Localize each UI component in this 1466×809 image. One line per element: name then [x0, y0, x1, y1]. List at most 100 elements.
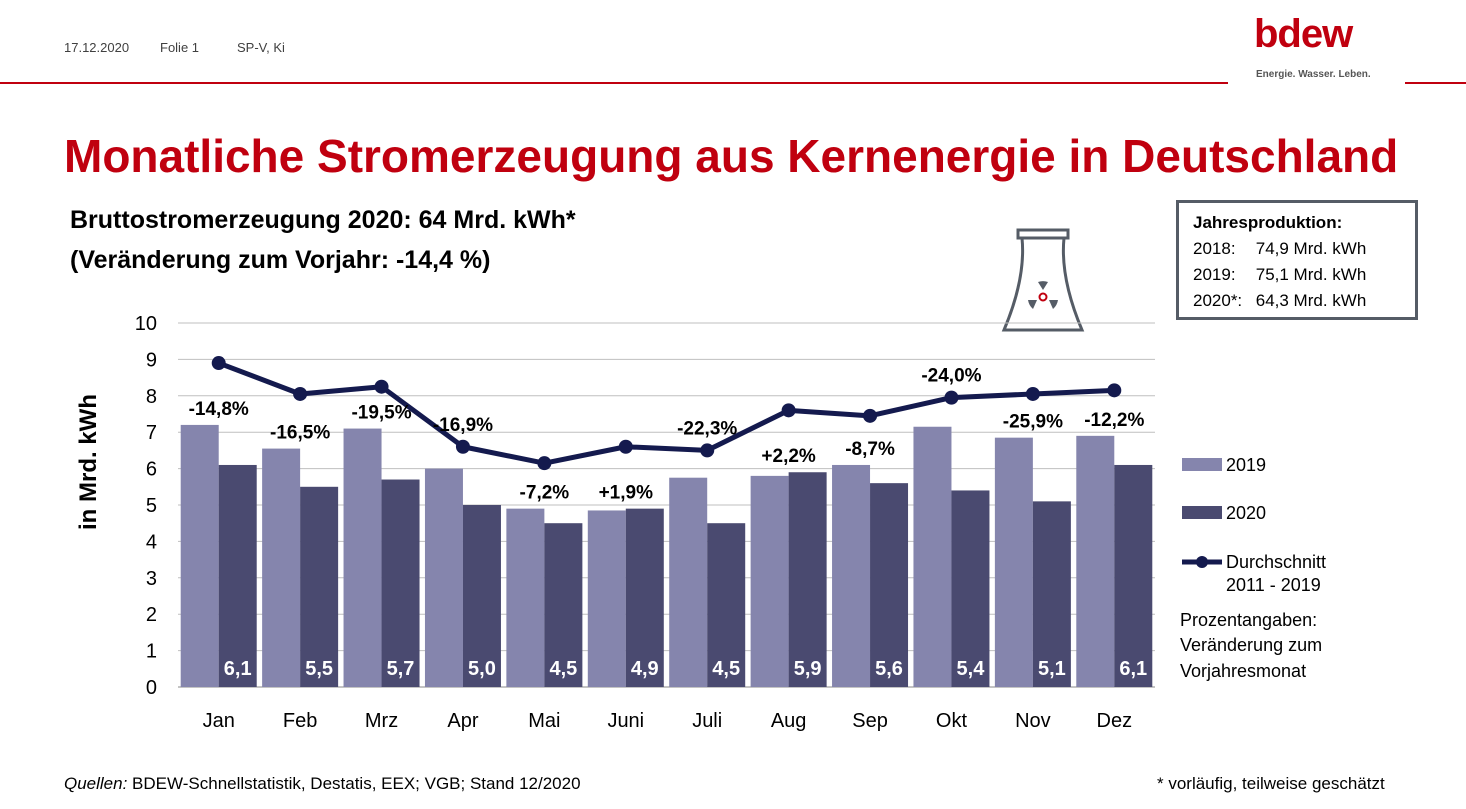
legend-label-average-period: 2011 - 2019: [1226, 575, 1321, 595]
header-slide-number: Folie 1: [160, 40, 200, 55]
x-tick-label: Mai: [528, 710, 560, 732]
row-value: 75,1 Mrd. kWh: [1255, 265, 1367, 284]
y-tick-label: 7: [146, 422, 157, 444]
y-axis-ticks: 0 1 2 3 4 5 6 7 8 9 10: [135, 313, 157, 699]
bar-2020: [300, 486, 339, 687]
percent-change-labels: -14,8% -16,5% -19,5% -16,9% -7,2% +1,9% -22,3%…: [189, 366, 1145, 504]
y-tick-label: 8: [146, 386, 157, 408]
bar-value-label: 5,6: [875, 658, 903, 680]
row-year: 2020*:: [1193, 291, 1243, 310]
bar-2019: [1076, 435, 1115, 687]
footnote: * vorläufig, teilweise geschätzt: [1157, 774, 1385, 793]
annual-production-heading: Jahresproduktion:: [1193, 213, 1343, 232]
bar-2019: [994, 437, 1033, 687]
y-tick-label: 5: [146, 495, 157, 517]
x-tick-label: Apr: [447, 710, 478, 732]
percent-change-label: -24,0%: [921, 366, 981, 387]
bar-2020: [707, 523, 746, 687]
x-tick-label: Feb: [283, 710, 317, 732]
bar-2020: [462, 505, 501, 687]
y-tick-label: 0: [146, 677, 157, 699]
y-tick-label: 2: [146, 604, 157, 626]
average-series-line: [217, 360, 1115, 466]
y-tick-label: 1: [146, 641, 157, 663]
chart-bars: [180, 424, 1153, 687]
bar-2019: [343, 428, 382, 687]
average-point: [537, 456, 552, 471]
y-tick-label: 6: [146, 459, 157, 481]
bar-value-label: 5,5: [305, 658, 333, 680]
header-date: 17.12.2020: [64, 40, 130, 55]
row-value: 74,9 Mrd. kWh: [1255, 239, 1367, 258]
legend-marker-average: [1196, 556, 1208, 568]
bar-2019: [180, 424, 219, 687]
bar-value-label: 5,7: [387, 658, 415, 680]
bar-value-label: 5,4: [957, 658, 986, 680]
annual-production-box: Jahresproduktion: 2018: 74,9 Mrd. kWh 20…: [1176, 200, 1418, 320]
legend-swatch-2019: [1182, 458, 1222, 471]
bar-value-label: 4,9: [631, 658, 659, 680]
header-rule-left: [0, 82, 1228, 84]
x-tick-label: Aug: [771, 710, 807, 732]
source-text: BDEW-Schnellstatistik, Destatis, EEX; VG…: [127, 774, 581, 793]
logo-tagline: Energie. Wasser. Leben.: [1256, 69, 1371, 80]
bar-2019: [262, 448, 301, 687]
bar-2020: [1114, 464, 1153, 687]
page-title: Monatliche Stromerzeugung aus Kernenergi…: [64, 130, 1399, 182]
percent-change-label: -8,7%: [845, 439, 895, 460]
bar-value-label: 5,9: [794, 658, 822, 680]
annual-production-row: 2019: 75,1 Mrd. kWh: [1193, 262, 1415, 288]
bar-value-label: 5,0: [468, 658, 496, 680]
average-point: [944, 390, 959, 405]
x-tick-label: Juli: [692, 710, 722, 732]
legend-note-line-1: Prozentangaben:: [1180, 610, 1317, 630]
percent-change-label: -25,9%: [1003, 412, 1063, 433]
average-point: [374, 379, 389, 394]
x-tick-label: Mrz: [365, 710, 398, 732]
bar-2019: [587, 510, 626, 687]
percent-change-label: +2,2%: [761, 446, 816, 467]
bar-2020: [788, 472, 827, 687]
nuclear-plant-icon: [1001, 228, 1085, 332]
bar-value-label: 5,1: [1038, 658, 1066, 680]
bar-value-label: 4,5: [549, 658, 577, 680]
source-note: Quellen: BDEW-Schnellstatistik, Destatis…: [64, 774, 581, 794]
percent-change-label: +1,9%: [599, 483, 654, 504]
annual-production-row: 2018: 74,9 Mrd. kWh: [1193, 236, 1415, 262]
average-point: [781, 403, 796, 418]
bar-2020: [870, 483, 909, 687]
percent-change-label: -14,8%: [189, 399, 249, 420]
bar-2019: [506, 508, 545, 687]
y-tick-label: 4: [146, 531, 157, 553]
legend-note-line-3: Vorjahresmonat: [1180, 661, 1306, 681]
source-label: Quellen:: [64, 774, 128, 793]
subtitle-line-2: (Veränderung zum Vorjahr: -14,4 %): [70, 246, 491, 274]
bar-value-labels: 6,1 5,5 5,7 5,0 4,5 4,9 4,5 5,9 5,6 5,4 5,1 6,1: [224, 658, 1147, 680]
legend-label-average: Durchschnitt: [1226, 552, 1326, 572]
average-point: [293, 386, 308, 401]
percent-change-label: -7,2%: [520, 483, 570, 504]
y-tick-label: 10: [135, 313, 157, 335]
annual-production-row: 2020*: 64,3 Mrd. kWh: [1193, 288, 1415, 314]
x-axis-labels: Jan Feb Mrz Apr Mai Juni Juli Aug Sep Okt Nov Dez: [203, 710, 1132, 732]
legend-label-2020: 2020: [1226, 503, 1266, 523]
bar-value-label: 6,1: [1119, 658, 1147, 680]
percent-change-label: -16,5%: [270, 423, 330, 444]
percent-change-label: -16,9%: [433, 415, 493, 436]
x-tick-label: Dez: [1097, 710, 1133, 732]
average-line: [211, 356, 1122, 471]
legend-swatch-2020: [1182, 506, 1222, 519]
row-year: 2019:: [1193, 265, 1236, 284]
y-tick-label: 9: [146, 349, 157, 371]
bar-2020: [381, 479, 420, 687]
bdew-logo: bdew: [1254, 12, 1353, 56]
x-tick-label: Okt: [936, 710, 968, 732]
x-tick-label: Nov: [1015, 710, 1051, 732]
legend-note-line-2: Veränderung zum: [1180, 635, 1322, 655]
x-tick-label: Sep: [852, 710, 888, 732]
bar-2020: [625, 508, 664, 687]
average-point: [211, 356, 226, 371]
subtitle-line-1: Bruttostromerzeugung 2020: 64 Mrd. kWh*: [70, 206, 576, 234]
bar-2020: [1032, 501, 1071, 687]
